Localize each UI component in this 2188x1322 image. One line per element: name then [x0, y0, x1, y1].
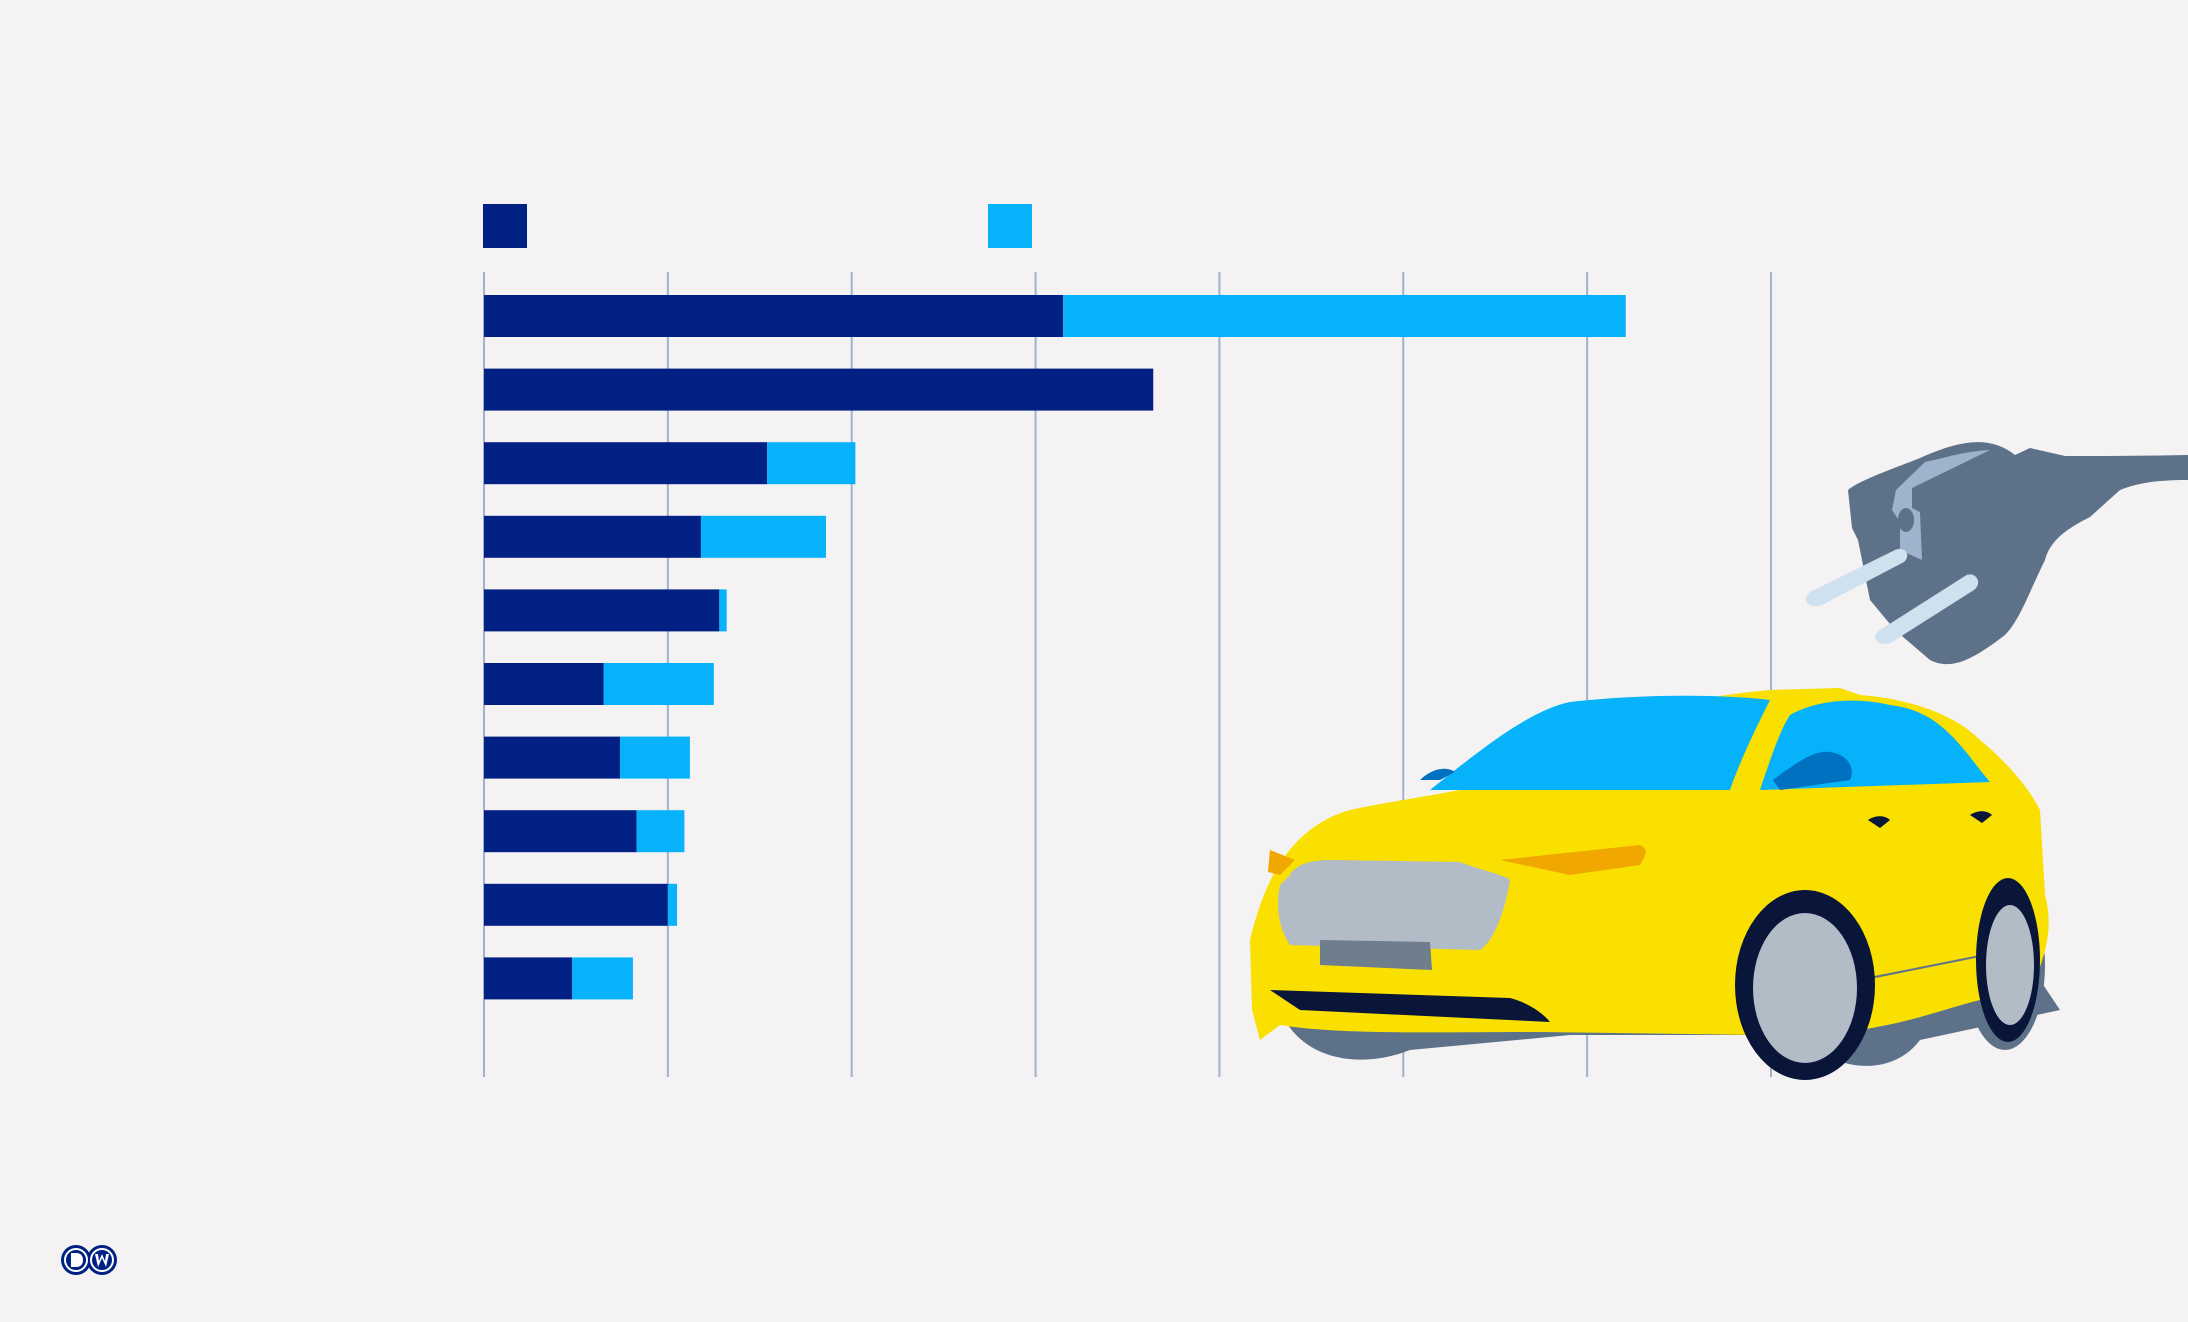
plug-icon — [1805, 442, 2188, 665]
bar-row-10-series-1 — [484, 957, 573, 1000]
bar-row-7-series-1 — [484, 736, 621, 779]
car-icon — [1250, 688, 2060, 1080]
bar-row-9-series-1 — [484, 883, 668, 926]
bar-row-4-series-1 — [484, 515, 701, 558]
bar-row-1-series-1 — [484, 295, 1064, 337]
bar-row-4-series-2 — [700, 515, 826, 558]
bar-row-1-series-2 — [1063, 295, 1626, 337]
legend-swatch-series-2 — [988, 204, 1032, 248]
bar-row-9-series-2 — [667, 883, 678, 926]
bar-row-6-series-2 — [603, 663, 714, 705]
bar-row-3-series-2 — [767, 442, 856, 485]
bar-row-7-series-2 — [620, 736, 690, 779]
bar-row-8-series-2 — [636, 810, 685, 853]
bar-row-5-series-1 — [484, 589, 720, 632]
dw-logo-icon — [61, 1245, 117, 1275]
bar-row-10-series-2 — [572, 957, 633, 1000]
bar-row-5-series-2 — [719, 589, 727, 632]
bar-row-6-series-1 — [484, 663, 604, 705]
bar-row-3-series-1 — [484, 442, 768, 485]
bars — [484, 295, 1626, 1000]
bar-row-8-series-1 — [484, 810, 637, 853]
legend-swatch-series-1 — [483, 204, 527, 248]
bar-row-2-series-1 — [484, 368, 1154, 411]
